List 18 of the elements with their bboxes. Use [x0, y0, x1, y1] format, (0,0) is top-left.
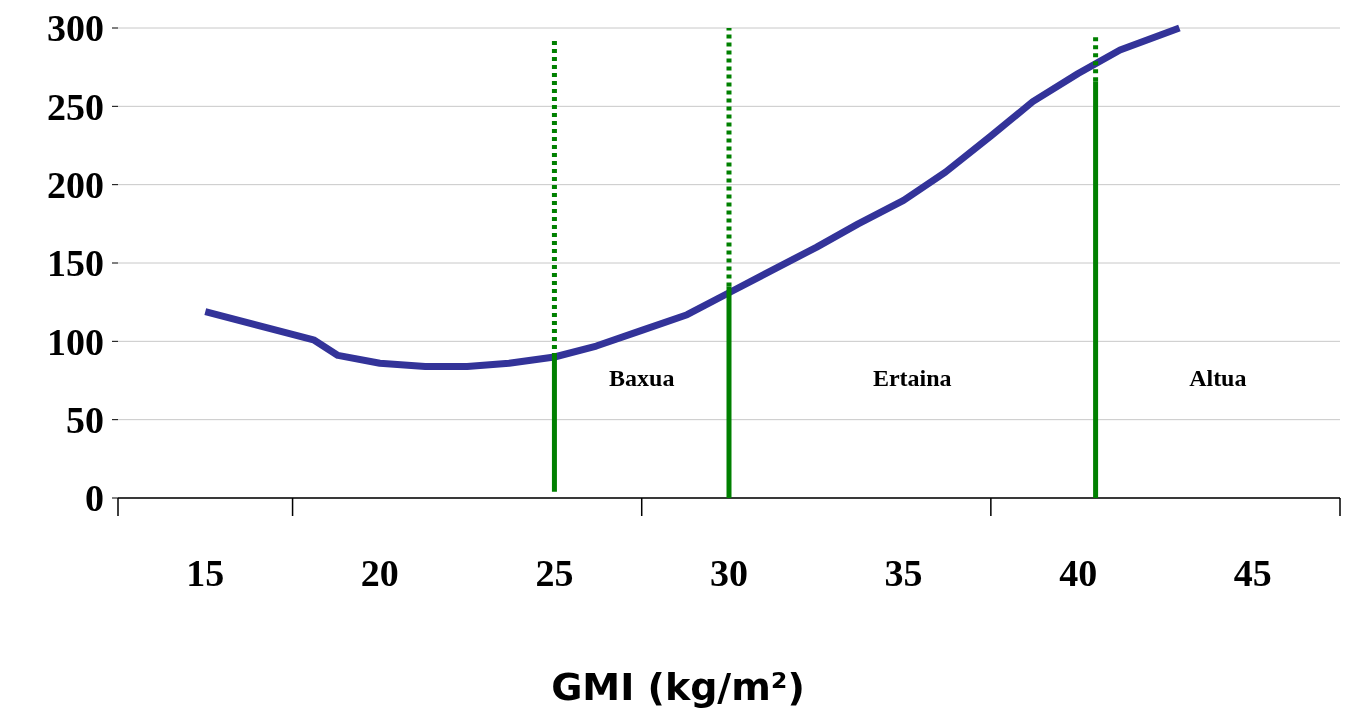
y-tick-label: 200: [47, 163, 104, 206]
annotation: Altua: [1189, 365, 1247, 392]
x-tick-label: 25: [535, 552, 574, 594]
x-tick-label: 40: [1059, 552, 1098, 594]
y-tick-label: 0: [85, 477, 104, 520]
annotation: Ertaina: [872, 365, 952, 392]
y-tick-label: 250: [47, 85, 104, 128]
x-tick-label: 15: [186, 552, 225, 594]
y-tick-label: 150: [47, 242, 104, 285]
x-tick-label: 30: [710, 552, 748, 594]
x-tick-label: 45: [1233, 552, 1272, 594]
annotation: Baxua: [609, 365, 675, 392]
x-axis-title: GMI (kg/m²): [551, 665, 805, 709]
y-tick-label: 300: [47, 7, 104, 50]
x-tick-label: 35: [884, 552, 923, 594]
y-tick-label: 100: [47, 320, 104, 363]
x-tick-label: 20: [360, 552, 399, 594]
y-tick-label: 50: [66, 398, 104, 441]
